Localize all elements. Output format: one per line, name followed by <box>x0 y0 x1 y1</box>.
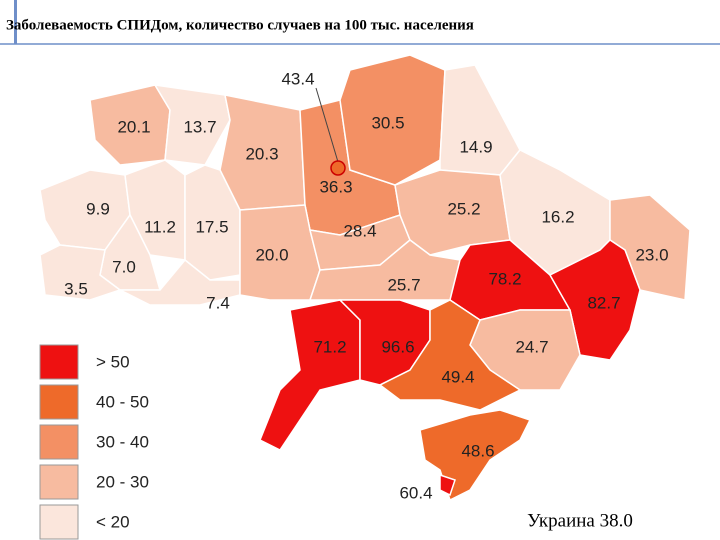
region-label: 49.4 <box>441 367 474 386</box>
region-label: 28.4 <box>343 221 376 240</box>
region-label: 3.5 <box>64 279 88 298</box>
legend-label: < 20 <box>96 512 130 531</box>
region-label: 20.3 <box>245 144 278 163</box>
labels: 20.1 13.7 20.3 36.3 30.5 14.9 9.9 11.2 17.5 7.0 3.… <box>64 69 668 502</box>
region-label: 43.4 <box>281 69 314 88</box>
region-label: 9.9 <box>86 199 110 218</box>
accent-bar <box>14 0 17 44</box>
legend-label: 30 - 40 <box>96 432 149 451</box>
region <box>378 299 522 411</box>
region <box>439 473 456 497</box>
legend-label: 40 - 50 <box>96 392 149 411</box>
region-label: 7.4 <box>206 293 230 312</box>
region-label: 16.2 <box>541 207 574 226</box>
region-label: 60.4 <box>399 483 432 502</box>
region-label: 24.7 <box>515 337 548 356</box>
legend-swatch <box>39 384 79 420</box>
region-label: 11.2 <box>144 217 176 236</box>
legend-swatch <box>39 464 79 500</box>
region-label: 7.0 <box>112 257 136 276</box>
region-label: 17.5 <box>195 217 228 236</box>
region-label: 71.2 <box>313 337 346 356</box>
legend: > 50 40 - 50 30 - 40 20 - 30 < 20 <box>39 344 149 540</box>
region-label: 78.2 <box>488 269 521 288</box>
legend-swatch <box>39 344 79 380</box>
region-label: 14.9 <box>459 137 492 156</box>
legend-label: 20 - 30 <box>96 472 149 491</box>
total: Украина 38.0 <box>527 510 633 531</box>
region-label: 25.2 <box>447 199 480 218</box>
region <box>39 244 122 301</box>
region-label: 96.6 <box>381 337 414 356</box>
legend-swatch <box>39 504 79 540</box>
region-label: 82.7 <box>587 293 620 312</box>
region-label: 30.5 <box>371 113 404 132</box>
region-label: 20.0 <box>255 245 288 264</box>
leader-line <box>315 87 339 163</box>
region-label: 23.0 <box>635 245 668 264</box>
region-label: 36.3 <box>319 177 352 196</box>
region-label: 48.6 <box>461 441 494 460</box>
regions <box>39 54 691 502</box>
region-label: 20.1 <box>117 117 150 136</box>
region-label: 25.7 <box>387 275 420 294</box>
city-marker <box>330 160 346 176</box>
legend-label: > 50 <box>96 352 130 371</box>
region-label: 13.7 <box>183 117 216 136</box>
title: Заболеваемость СПИДом, количество случае… <box>6 17 474 33</box>
legend-swatch <box>39 424 79 460</box>
